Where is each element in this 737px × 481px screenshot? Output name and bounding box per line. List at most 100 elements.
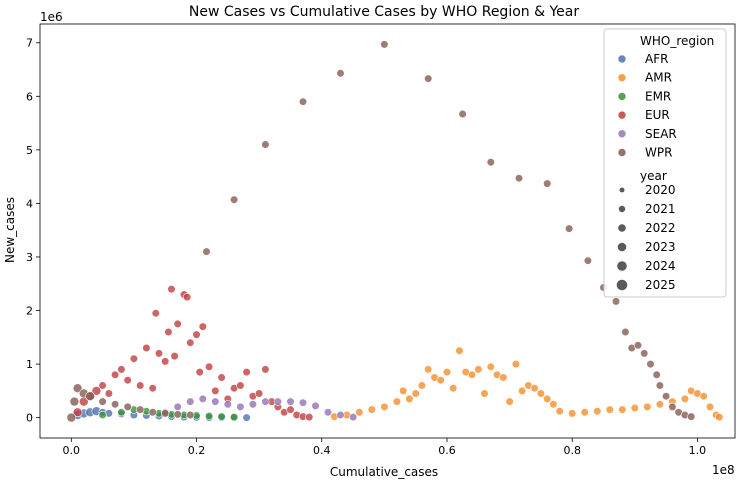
- legend-size-label-2023: 2023: [645, 240, 676, 254]
- data-point-eur: [186, 338, 195, 347]
- data-point-eur: [195, 368, 204, 377]
- data-point-amr: [605, 405, 614, 414]
- points-layer: [66, 40, 724, 423]
- x-axis-label: Cumulative_cases: [330, 465, 438, 479]
- legend-hue-title: WHO_region: [640, 34, 714, 48]
- data-point-eur: [104, 389, 113, 398]
- legend-size-marker-2024: [617, 261, 627, 271]
- data-point-wpr: [85, 391, 95, 402]
- data-point-eur: [261, 365, 270, 374]
- data-point-amr: [380, 402, 389, 412]
- data-point-sear: [323, 408, 333, 417]
- x-offset-label: 1e8: [712, 463, 735, 477]
- data-point-wpr: [186, 410, 195, 420]
- data-point-wpr: [611, 297, 621, 306]
- data-point-wpr: [336, 69, 345, 78]
- data-point-amr: [699, 392, 708, 401]
- data-point-amr: [355, 408, 364, 417]
- data-point-amr: [486, 362, 495, 371]
- legend-label-sear: SEAR: [645, 127, 677, 141]
- y-tick-label: 7: [26, 37, 33, 50]
- legend-box: [603, 28, 727, 298]
- data-point-amr: [593, 407, 602, 416]
- legend-size-title: year: [640, 169, 667, 183]
- data-point-sear: [186, 397, 195, 406]
- x-tick-label: 0.6: [438, 444, 456, 457]
- x-tick-label: 0.0: [63, 444, 81, 457]
- y-axis-label: New_cases: [3, 197, 17, 263]
- data-point-amr: [499, 373, 508, 382]
- legend: WHO_region AFR AMR EMR EUR SEAR WPR year 2020…: [603, 28, 727, 298]
- data-point-sear: [286, 397, 295, 406]
- data-point-eur: [211, 386, 220, 396]
- data-point-eur: [167, 285, 176, 294]
- data-point-sear: [261, 397, 270, 406]
- legend-label-eur: EUR: [645, 108, 670, 122]
- data-point-emr: [98, 410, 107, 420]
- data-point-wpr: [98, 397, 107, 406]
- data-point-wpr: [668, 402, 677, 412]
- data-point-sear: [336, 410, 345, 420]
- data-point-wpr: [136, 405, 145, 414]
- plot-frame: [39, 23, 736, 439]
- y-tick-label: 5: [26, 144, 33, 157]
- data-point-eur: [217, 373, 226, 382]
- data-point-wpr: [230, 195, 239, 204]
- data-point-sear: [349, 413, 358, 422]
- data-point-sear: [198, 394, 207, 404]
- legend-label-emr: EMR: [645, 89, 671, 103]
- data-point-wpr: [69, 396, 80, 407]
- data-point-eur: [255, 389, 264, 398]
- data-point-eur: [72, 407, 83, 418]
- data-point-amr: [618, 405, 627, 414]
- data-point-amr: [474, 365, 483, 374]
- data-point-amr: [655, 400, 665, 409]
- data-point-amr: [549, 400, 558, 409]
- y-offset-label: 1e6: [40, 10, 63, 24]
- data-point-amr: [715, 413, 724, 422]
- data-point-sear: [211, 397, 220, 406]
- legend-size-label-2025: 2025: [645, 278, 676, 292]
- legend-marker-sear: [617, 129, 627, 139]
- data-point-sear: [223, 400, 232, 409]
- data-point-amr: [530, 384, 539, 393]
- data-point-amr: [411, 389, 420, 398]
- legend-size-label-2020: 2020: [645, 183, 676, 197]
- data-point-wpr: [298, 97, 308, 106]
- data-point-eur: [151, 309, 160, 318]
- data-point-amr: [555, 407, 564, 416]
- data-point-wpr: [646, 360, 655, 369]
- data-point-wpr: [380, 40, 389, 49]
- data-point-amr: [580, 408, 589, 417]
- data-point-amr: [449, 384, 458, 393]
- data-point-amr: [392, 397, 402, 406]
- legend-label-amr: AMR: [645, 71, 672, 85]
- y-tick-label: 3: [26, 251, 33, 264]
- y-tick-label: 6: [26, 90, 33, 103]
- data-point-wpr: [458, 109, 467, 119]
- legend-size-marker-2025: [616, 279, 628, 291]
- data-point-eur: [148, 384, 157, 393]
- data-point-wpr: [621, 327, 630, 337]
- data-point-wpr: [661, 392, 671, 401]
- legend-hue-items: AFR AMR EMR EUR SEAR WPR: [617, 52, 677, 160]
- data-point-wpr: [123, 402, 132, 412]
- data-point-amr: [505, 397, 514, 406]
- data-point-wpr: [110, 400, 120, 409]
- data-point-wpr: [261, 140, 270, 149]
- data-point-amr: [680, 394, 690, 404]
- data-point-amr: [705, 402, 715, 412]
- data-point-wpr: [655, 381, 665, 390]
- axis-layer: 0.0 0.2 0.4 0.6 0.8 1.0 0 1 2 3 4 5 6 7: [26, 37, 706, 457]
- data-point-wpr: [173, 410, 182, 419]
- data-point-amr: [436, 376, 445, 385]
- data-point-eur: [117, 365, 126, 374]
- y-tick-label: 0: [26, 412, 33, 425]
- legend-size-marker-2020: [619, 187, 625, 193]
- data-point-wpr: [633, 341, 643, 350]
- legend-size-label-2021: 2021: [645, 202, 676, 216]
- data-point-wpr: [543, 179, 552, 188]
- legend-marker-amr: [617, 73, 627, 82]
- data-point-eur: [123, 376, 132, 385]
